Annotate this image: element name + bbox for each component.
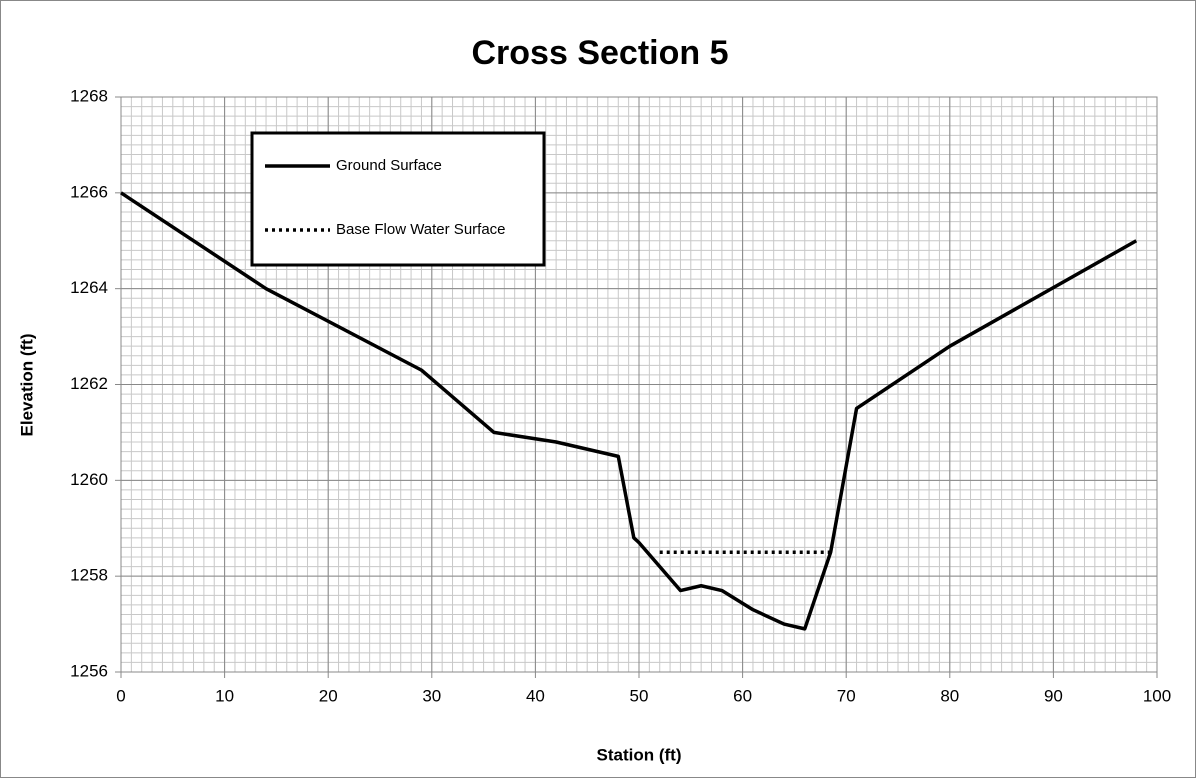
chart-title: Cross Section 5 <box>472 34 729 72</box>
legend-box <box>250 131 546 267</box>
x-tick-label: 60 <box>733 686 752 705</box>
x-tick-label: 30 <box>422 686 441 705</box>
x-axis-label: Station (ft) <box>597 745 682 764</box>
y-tick-label: 1268 <box>70 86 108 105</box>
legend-label: Ground Surface <box>336 157 442 174</box>
y-tick-label: 1264 <box>70 278 108 297</box>
x-tick-label: 90 <box>1044 686 1063 705</box>
series-line <box>120 191 1138 631</box>
legend-label: Base Flow Water Surface <box>336 221 506 238</box>
x-tick-label: 20 <box>319 686 338 705</box>
x-tick-label: 10 <box>215 686 234 705</box>
y-tick-label: 1256 <box>70 661 108 680</box>
x-tick-label: 50 <box>630 686 649 705</box>
x-tick-label: 40 <box>526 686 545 705</box>
y-tick-label: 1260 <box>70 470 108 489</box>
y-tick-label: 1266 <box>70 182 108 201</box>
x-tick-label: 80 <box>940 686 959 705</box>
x-tick-label: 100 <box>1143 686 1171 705</box>
y-axis-label: Elevation (ft) <box>17 334 36 437</box>
y-tick-label: 1262 <box>70 374 108 393</box>
y-tick-label: 1258 <box>70 566 108 585</box>
x-tick-label: 70 <box>837 686 856 705</box>
x-tick-label: 0 <box>116 686 125 705</box>
plot-area <box>120 96 1158 673</box>
